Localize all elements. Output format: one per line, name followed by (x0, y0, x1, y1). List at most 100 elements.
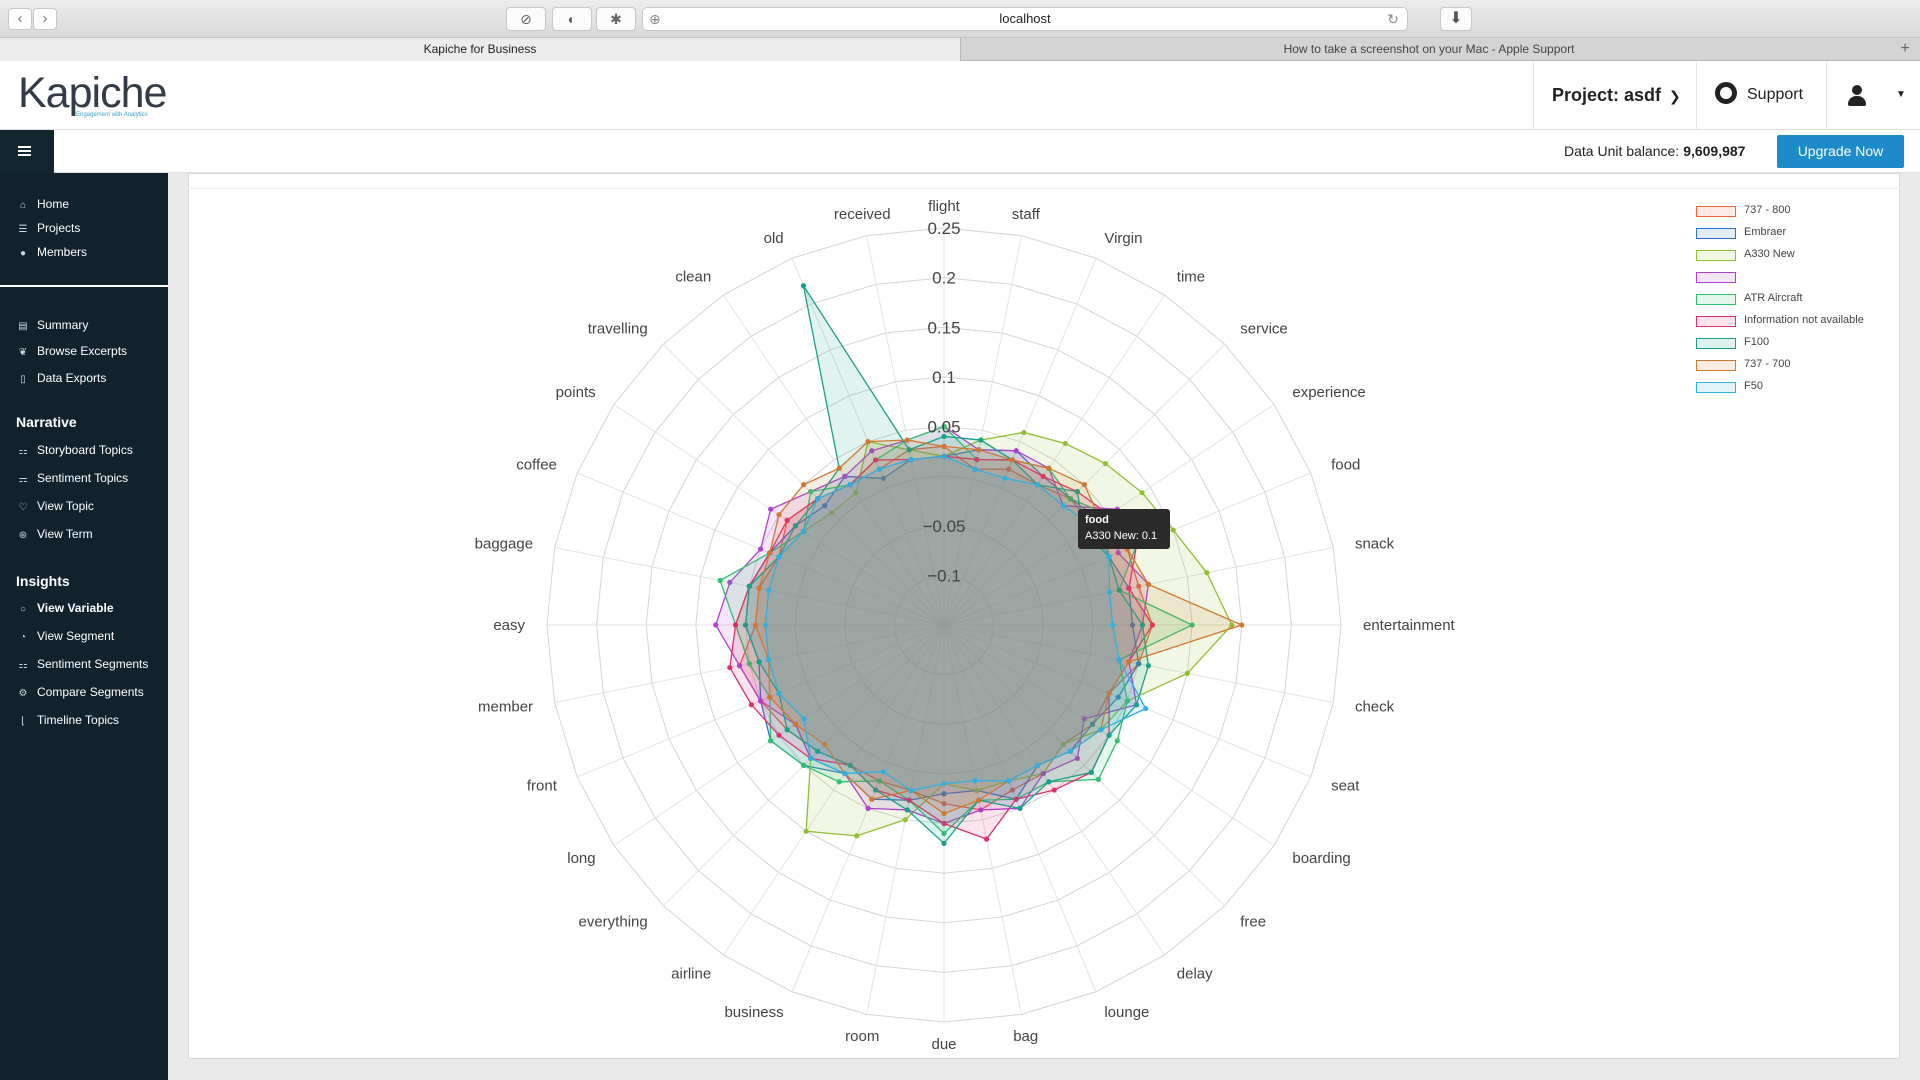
data-point[interactable] (1133, 702, 1140, 708)
legend-item[interactable]: F100 (1696, 335, 1916, 357)
shield-extension-icon[interactable]: ◐ (552, 7, 592, 31)
data-point[interactable] (836, 465, 842, 471)
data-point[interactable] (1081, 482, 1087, 488)
data-point[interactable] (1116, 657, 1122, 663)
data-point[interactable] (1143, 705, 1149, 712)
data-point[interactable] (1229, 622, 1235, 628)
data-point[interactable] (800, 283, 807, 289)
data-point[interactable] (801, 482, 807, 488)
data-point[interactable] (1013, 448, 1019, 454)
data-point[interactable] (972, 466, 978, 472)
data-point[interactable] (756, 659, 762, 665)
data-point[interactable] (1115, 694, 1121, 700)
series-atr-aircraft[interactable] (717, 423, 1195, 837)
data-point[interactable] (873, 787, 879, 793)
data-point[interactable] (1116, 587, 1122, 593)
legend-item[interactable]: A330 New (1696, 247, 1916, 269)
data-point[interactable] (784, 517, 790, 523)
support-button[interactable]: Support (1696, 61, 1826, 129)
data-point[interactable] (746, 661, 752, 667)
data-point[interactable] (1115, 550, 1121, 556)
data-point[interactable] (908, 787, 914, 794)
data-point[interactable] (983, 836, 990, 842)
sidebar-item-compare-segments[interactable]: ⚙ Compare Segments (16, 685, 144, 699)
sidebar-item-data-exports[interactable]: ▯ Data Exports (16, 371, 106, 385)
data-point[interactable] (1106, 690, 1112, 696)
data-point[interactable] (1060, 741, 1066, 747)
data-point[interactable] (1110, 622, 1116, 628)
data-point[interactable] (801, 528, 807, 534)
sidebar-item-view-topic[interactable]: ♡ View Topic (16, 499, 94, 513)
data-point[interactable] (1145, 663, 1152, 669)
data-point[interactable] (941, 830, 947, 837)
data-point[interactable] (1089, 721, 1096, 727)
data-point[interactable] (1106, 554, 1112, 560)
data-point[interactable] (941, 791, 947, 797)
data-point[interactable] (941, 453, 947, 459)
data-point[interactable] (1035, 762, 1041, 768)
legend-item[interactable]: Information not available (1696, 313, 1916, 335)
data-point[interactable] (1149, 622, 1156, 628)
data-point[interactable] (1009, 787, 1015, 793)
data-point[interactable] (1124, 698, 1130, 704)
data-point[interactable] (1074, 489, 1080, 495)
add-bookmark-icon[interactable]: ⊕ (649, 11, 661, 27)
data-point[interactable] (792, 523, 799, 529)
data-point[interactable] (752, 622, 759, 628)
sidebar-item-timeline-topics[interactable]: ⌊ Timeline Topics (16, 713, 119, 727)
data-point[interactable] (776, 554, 782, 560)
data-point[interactable] (1013, 796, 1019, 802)
data-point[interactable] (876, 778, 883, 784)
data-point[interactable] (732, 622, 739, 628)
data-point[interactable] (736, 663, 743, 669)
block-extension-icon[interactable]: ⊘ (506, 7, 546, 31)
legend-item[interactable]: ATR Aircraft (1696, 291, 1916, 313)
data-point[interactable] (1204, 570, 1210, 576)
data-point[interactable] (941, 840, 947, 846)
data-point[interactable] (941, 781, 947, 787)
data-point[interactable] (1088, 769, 1094, 775)
sidebar-item-members[interactable]: ● Members (16, 245, 87, 259)
data-point[interactable] (756, 585, 762, 591)
sidebar-item-home[interactable]: ⌂ Home (16, 197, 69, 211)
data-point[interactable] (1136, 661, 1142, 667)
data-point[interactable] (1102, 460, 1109, 467)
hamburger-menu-icon[interactable] (0, 130, 54, 173)
data-point[interactable] (842, 770, 848, 777)
data-point[interactable] (1189, 622, 1195, 628)
data-point[interactable] (1051, 787, 1057, 793)
data-point[interactable] (836, 779, 842, 785)
data-point[interactable] (1074, 755, 1080, 761)
sidebar-item-projects[interactable]: ☰ Projects (16, 221, 81, 235)
sidebar-item-browse-excerpts[interactable]: ❦ Browse Excerpts (16, 344, 127, 358)
legend-item[interactable]: 737 - 800 (1696, 203, 1916, 225)
legend-item[interactable]: 737 - 700 (1696, 357, 1916, 379)
data-point[interactable] (742, 622, 749, 628)
data-point[interactable] (1067, 748, 1073, 754)
data-point[interactable] (1046, 465, 1052, 471)
data-point[interactable] (904, 437, 910, 443)
data-point[interactable] (717, 577, 723, 584)
data-point[interactable] (1126, 585, 1132, 591)
sidebar-item-storyboard-topics[interactable]: ⚏ Storyboard Topics (16, 443, 133, 457)
data-point[interactable] (873, 457, 879, 463)
data-point[interactable] (941, 820, 947, 827)
new-tab-button[interactable]: + (1900, 40, 1910, 57)
sidebar-item-view-segment[interactable]: ◔ View Segment (16, 629, 114, 643)
data-point[interactable] (815, 748, 821, 754)
data-point[interactable] (768, 506, 774, 512)
data-point[interactable] (762, 622, 768, 628)
data-point[interactable] (1009, 457, 1015, 463)
data-point[interactable] (853, 490, 859, 496)
data-point[interactable] (972, 778, 978, 784)
data-point[interactable] (1106, 732, 1112, 738)
data-point[interactable] (847, 762, 853, 768)
upgrade-now-button[interactable]: Upgrade Now (1777, 135, 1904, 168)
legend-item[interactable]: F50 (1696, 379, 1916, 401)
data-point[interactable] (876, 466, 883, 472)
kapiche-logo[interactable]: Kapiche Engagement with Analytics (18, 72, 167, 119)
data-point[interactable] (1017, 805, 1023, 811)
data-point[interactable] (1002, 475, 1008, 481)
data-point[interactable] (906, 797, 912, 803)
data-point[interactable] (784, 727, 790, 733)
